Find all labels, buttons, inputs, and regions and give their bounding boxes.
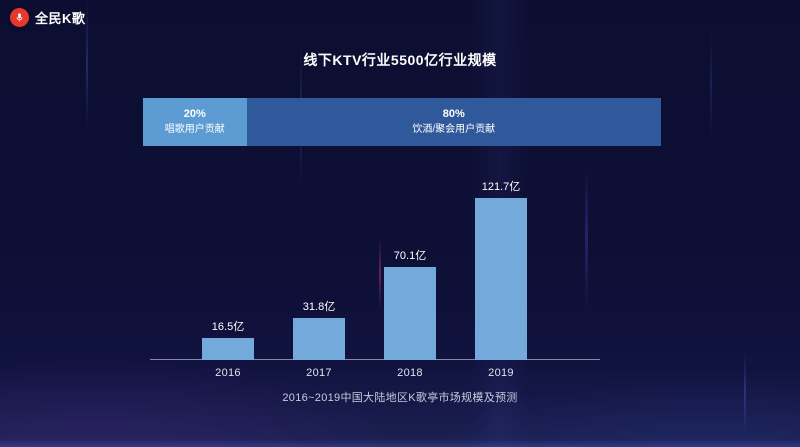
- bar-value-label: 16.5亿: [211, 321, 245, 333]
- background-glow: [0, 439, 800, 447]
- x-axis-label: 2019: [488, 367, 514, 379]
- bar-group: 31.8亿 2017: [293, 298, 345, 379]
- microphone-icon: [10, 8, 29, 27]
- bar-group: 16.5亿 2016: [202, 318, 254, 379]
- bar: [475, 198, 527, 360]
- bar-value-label: 31.8亿: [302, 301, 336, 313]
- x-axis-label: 2016: [215, 367, 241, 379]
- bar-group: 70.1亿 2018: [384, 247, 436, 379]
- chart-caption: 2016~2019中国大陆地区K歌亭市场规模及预测: [282, 392, 518, 404]
- segment-label: 唱歌用户贡献: [164, 124, 225, 135]
- segment-label: 饮酒/聚会用户贡献: [412, 124, 496, 135]
- brand-logo: 全民K歌: [10, 8, 85, 27]
- bar: [202, 338, 254, 360]
- market-size-bar-chart: 16.5亿 2016 31.8亿 2017 70.1亿 2018 121.7亿 2019: [150, 181, 600, 379]
- bar: [293, 318, 345, 360]
- bar: [384, 267, 436, 360]
- background-streak: [710, 30, 712, 140]
- slide-title: 线下KTV行业5500亿行业规模: [303, 52, 497, 68]
- bar-value-label: 121.7亿: [481, 181, 521, 193]
- segment-singing-users: 20% 唱歌用户贡献: [143, 98, 247, 146]
- brand-name: 全民K歌: [35, 11, 86, 26]
- segment-party-users: 80% 饮酒/聚会用户贡献: [246, 98, 661, 146]
- segment-percent: 80%: [442, 108, 465, 120]
- x-axis-line: [150, 359, 600, 360]
- segment-percent: 20%: [183, 108, 206, 120]
- bar-value-label: 70.1亿: [393, 250, 427, 262]
- x-axis-label: 2017: [306, 367, 332, 379]
- x-axis-label: 2018: [397, 367, 423, 379]
- contribution-stacked-bar: 20% 唱歌用户贡献 80% 饮酒/聚会用户贡献: [143, 98, 661, 146]
- bar-group: 121.7亿 2019: [475, 178, 527, 379]
